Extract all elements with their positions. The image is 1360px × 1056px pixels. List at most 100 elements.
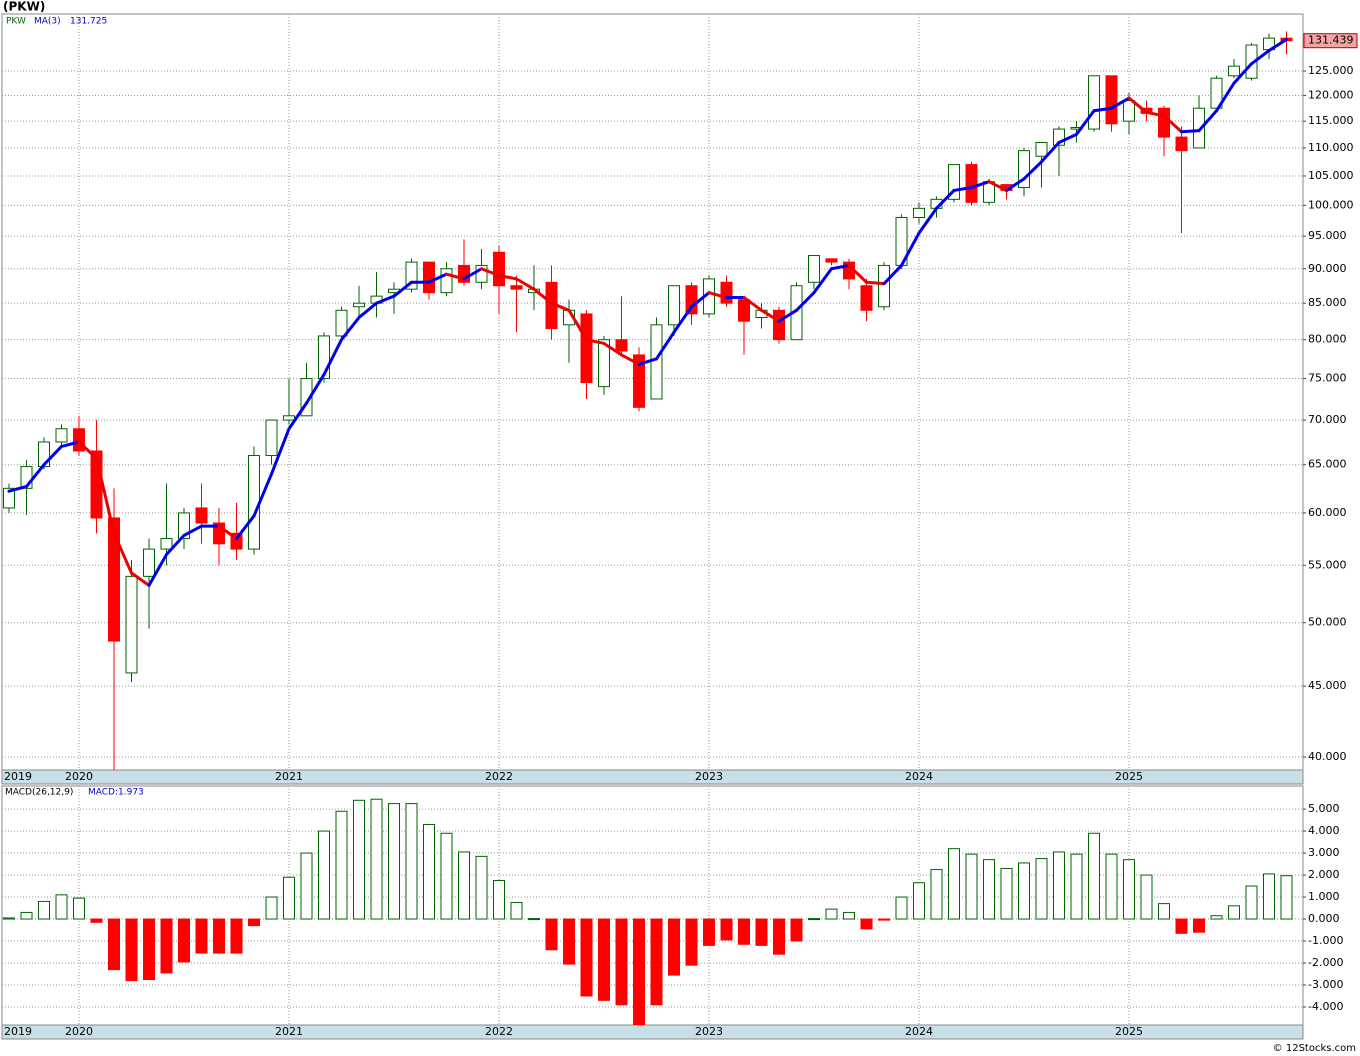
macd-bar	[773, 918, 785, 955]
candle-body	[440, 268, 453, 294]
ma-line	[795, 291, 816, 312]
y-tick-label: -2.000	[1308, 956, 1343, 969]
ma-line	[707, 291, 728, 300]
macd-bar	[20, 911, 33, 920]
macd-bar	[545, 918, 558, 951]
macd-bar	[878, 918, 890, 921]
ma-line	[462, 267, 483, 281]
ma-line	[1145, 110, 1166, 118]
ma-line	[970, 180, 991, 190]
ma-line	[1075, 109, 1096, 136]
ma-line	[445, 272, 466, 281]
x-tick-label: 2024	[905, 1025, 933, 1038]
ma-line	[60, 440, 81, 448]
ma-line	[1040, 140, 1061, 164]
macd-bar	[353, 799, 365, 920]
candle-body	[125, 575, 138, 674]
macd-bar	[720, 918, 733, 941]
candle-body	[458, 264, 470, 283]
candle-body	[685, 285, 698, 315]
candle-body	[1193, 107, 1205, 149]
candle-body	[265, 419, 278, 457]
macd-bar	[125, 918, 138, 982]
x-tick-label: 2021	[275, 770, 303, 783]
y-tick-label: 45.000	[1308, 679, 1347, 692]
x-tick-label: 2025	[1115, 770, 1143, 783]
y-tick-label: 100.000	[1308, 198, 1354, 211]
legend-ma: MA(3)	[34, 17, 61, 27]
y-tick-label: 0.000	[1308, 912, 1340, 925]
y-tick-label: 55.000	[1308, 558, 1347, 571]
y-tick-label: 90.000	[1308, 262, 1347, 275]
candle-body	[650, 324, 663, 400]
ma-line	[1250, 49, 1271, 66]
ma-line	[340, 316, 361, 342]
y-tick-label: 120.000	[1308, 89, 1354, 102]
candle-body	[318, 335, 330, 380]
macd-bar	[738, 918, 750, 945]
ma-line	[1232, 62, 1253, 85]
ma-line	[217, 524, 238, 541]
candles	[3, 31, 1293, 770]
macd-bar	[1158, 903, 1170, 920]
macd-bar	[423, 823, 435, 920]
y-tick-label: 110.000	[1308, 141, 1354, 154]
macd-bar	[405, 803, 418, 920]
ma-line	[672, 305, 693, 334]
macd-bar	[318, 830, 330, 920]
candle-body	[773, 309, 785, 341]
y-tick-label: 1.000	[1308, 890, 1340, 903]
macd-bar	[615, 918, 628, 1006]
y-tick-label: 40.000	[1308, 750, 1347, 763]
chart-title: (PKW)	[3, 0, 45, 14]
candle-body	[283, 415, 295, 421]
ma-line	[1162, 114, 1183, 134]
macd-bar	[1175, 918, 1188, 934]
macd-bar	[930, 869, 943, 920]
ma-line	[865, 280, 886, 286]
ma-line	[25, 463, 46, 488]
macd-bars	[3, 798, 1293, 1025]
candle-body	[475, 264, 488, 283]
candle-body	[1035, 141, 1048, 157]
candle-body	[493, 251, 505, 287]
ma-line	[235, 514, 256, 541]
macd-bar	[1210, 915, 1223, 920]
macd-bar	[248, 918, 260, 927]
ma-line	[515, 277, 536, 291]
macd-bar	[650, 918, 663, 1006]
candle-body	[1018, 150, 1030, 189]
macd-bar	[1228, 905, 1240, 920]
y-tick-label: 5.000	[1308, 802, 1340, 815]
macd-bar	[755, 918, 768, 946]
macd-bar	[55, 894, 68, 920]
y-tick-label: 3.000	[1308, 846, 1340, 859]
ma-line	[112, 531, 133, 575]
candle-body	[178, 512, 190, 540]
macd-bar	[143, 918, 155, 980]
x-tick-label: 2022	[485, 1025, 513, 1038]
y-tick-label: -4.000	[1308, 1000, 1343, 1013]
candle-body	[598, 339, 610, 388]
legend-symbol: PKW	[6, 17, 26, 27]
macd-bar	[300, 852, 313, 920]
candle-body	[213, 522, 225, 545]
macd-bar	[265, 896, 278, 920]
ma-line	[357, 301, 378, 320]
candle-body	[405, 261, 418, 290]
candle-body	[1053, 128, 1065, 146]
ma-line	[585, 338, 606, 345]
ma-line	[987, 180, 1008, 192]
macd-bar	[3, 917, 15, 920]
candle-body	[73, 428, 85, 452]
ma-line	[567, 308, 588, 342]
candle-body	[55, 428, 68, 443]
ma-line	[1215, 81, 1236, 113]
ma-line	[1022, 160, 1043, 181]
macd-bar	[1035, 858, 1048, 920]
macd-bar	[1000, 867, 1013, 920]
macd-bar	[388, 803, 400, 920]
x-tick-label: 2020	[65, 770, 93, 783]
macd-bar	[90, 918, 103, 923]
